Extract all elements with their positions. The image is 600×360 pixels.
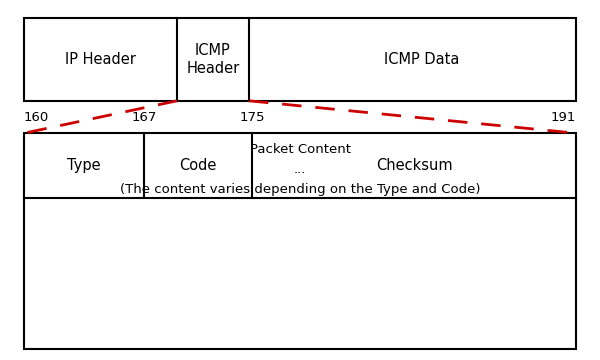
- Text: Checksum: Checksum: [376, 158, 452, 173]
- Text: 175: 175: [239, 111, 265, 124]
- Text: 191: 191: [551, 111, 576, 124]
- Text: Code: Code: [179, 158, 217, 173]
- Text: ICMP
Header: ICMP Header: [187, 43, 239, 76]
- Text: 160: 160: [24, 111, 49, 124]
- Text: ICMP Data: ICMP Data: [384, 52, 459, 67]
- Bar: [24, 133, 576, 349]
- Text: IP Header: IP Header: [65, 52, 136, 67]
- Text: 167: 167: [131, 111, 157, 124]
- Text: Type: Type: [67, 158, 101, 173]
- Text: Packet Content: Packet Content: [250, 143, 350, 156]
- Text: ...: ...: [294, 163, 306, 176]
- Bar: [24, 18, 576, 101]
- Text: (The content varies depending on the Type and Code): (The content varies depending on the Typ…: [120, 183, 480, 195]
